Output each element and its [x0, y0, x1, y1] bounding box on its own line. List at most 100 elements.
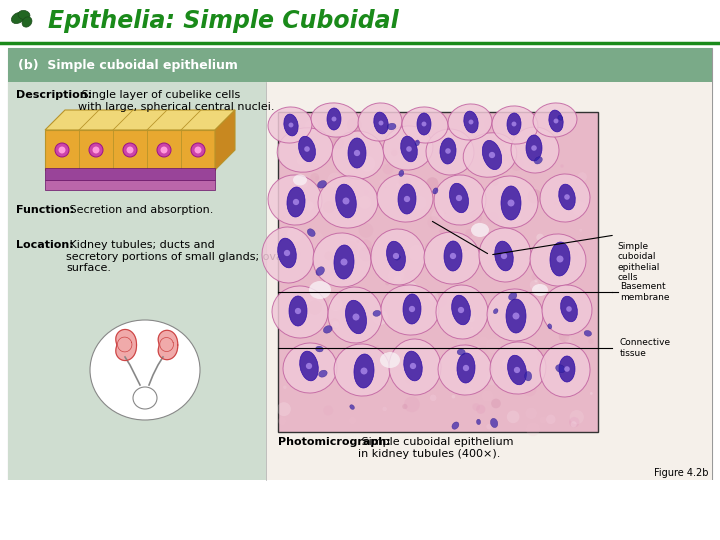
Ellipse shape: [561, 296, 577, 322]
Ellipse shape: [358, 103, 402, 141]
Circle shape: [396, 183, 400, 187]
Circle shape: [415, 177, 420, 182]
Text: Figure 4.2b: Figure 4.2b: [654, 468, 708, 478]
Circle shape: [359, 223, 374, 238]
Ellipse shape: [283, 343, 337, 393]
Ellipse shape: [374, 112, 388, 134]
Circle shape: [379, 179, 384, 184]
Ellipse shape: [373, 310, 381, 316]
Circle shape: [560, 164, 564, 168]
Circle shape: [390, 148, 399, 156]
Ellipse shape: [559, 356, 575, 382]
Circle shape: [510, 126, 521, 136]
Circle shape: [343, 131, 350, 138]
Ellipse shape: [540, 343, 590, 397]
Bar: [0, 480, 720, 540]
Circle shape: [351, 397, 361, 407]
Circle shape: [401, 140, 406, 145]
Ellipse shape: [451, 295, 470, 325]
Circle shape: [393, 253, 399, 259]
Polygon shape: [116, 329, 137, 361]
Ellipse shape: [492, 106, 538, 144]
Circle shape: [505, 343, 510, 348]
Circle shape: [575, 396, 584, 406]
Circle shape: [590, 392, 593, 395]
Circle shape: [450, 253, 456, 259]
Circle shape: [506, 146, 515, 154]
Circle shape: [405, 282, 418, 295]
Ellipse shape: [309, 281, 331, 299]
Circle shape: [328, 297, 343, 311]
Circle shape: [456, 195, 462, 201]
Circle shape: [577, 172, 587, 181]
Ellipse shape: [444, 241, 462, 271]
Circle shape: [306, 363, 312, 369]
Ellipse shape: [402, 107, 448, 143]
Circle shape: [564, 194, 570, 200]
Circle shape: [439, 228, 445, 234]
Ellipse shape: [289, 296, 307, 326]
Polygon shape: [215, 110, 235, 170]
Ellipse shape: [315, 346, 323, 352]
Circle shape: [427, 307, 431, 312]
Circle shape: [491, 399, 501, 408]
Circle shape: [289, 191, 297, 199]
Circle shape: [123, 143, 137, 157]
Ellipse shape: [293, 174, 307, 186]
Circle shape: [426, 177, 438, 190]
Circle shape: [349, 417, 356, 424]
Circle shape: [559, 332, 570, 342]
Circle shape: [304, 146, 310, 152]
Circle shape: [566, 306, 572, 312]
Circle shape: [569, 417, 580, 427]
Circle shape: [486, 338, 500, 353]
Ellipse shape: [550, 242, 570, 276]
Circle shape: [363, 190, 369, 195]
Circle shape: [359, 354, 363, 357]
Ellipse shape: [434, 175, 486, 225]
Ellipse shape: [506, 299, 526, 333]
Ellipse shape: [542, 285, 592, 335]
Circle shape: [387, 242, 400, 254]
Circle shape: [92, 146, 99, 153]
Circle shape: [89, 143, 103, 157]
Circle shape: [365, 135, 374, 143]
Text: Description:: Description:: [16, 90, 92, 100]
Circle shape: [396, 119, 412, 135]
Ellipse shape: [415, 140, 420, 146]
Text: Kidney tubules; ducts and
secretory portions of small glands; ovary
surface.: Kidney tubules; ducts and secretory port…: [66, 240, 294, 273]
Ellipse shape: [433, 188, 438, 194]
Circle shape: [527, 189, 542, 204]
Circle shape: [405, 269, 415, 280]
Ellipse shape: [323, 326, 332, 333]
Text: Secretion and absorption.: Secretion and absorption.: [66, 205, 213, 215]
Circle shape: [469, 345, 483, 360]
Ellipse shape: [381, 285, 439, 335]
Circle shape: [295, 308, 301, 314]
Circle shape: [405, 345, 413, 352]
Circle shape: [467, 357, 472, 362]
Text: Location:: Location:: [16, 240, 73, 250]
Circle shape: [433, 126, 437, 131]
Circle shape: [332, 321, 339, 328]
Circle shape: [354, 184, 359, 189]
Text: Simple cuboidal epithelium
in kidney tubules (400×).: Simple cuboidal epithelium in kidney tub…: [358, 437, 513, 458]
Circle shape: [408, 305, 416, 313]
Circle shape: [572, 251, 578, 256]
Bar: [8, 82, 266, 480]
Circle shape: [289, 123, 294, 127]
Ellipse shape: [319, 370, 327, 377]
Circle shape: [580, 229, 582, 232]
Circle shape: [385, 281, 390, 286]
Circle shape: [307, 264, 318, 275]
Ellipse shape: [471, 223, 489, 237]
Circle shape: [467, 315, 474, 322]
Polygon shape: [158, 330, 178, 360]
Ellipse shape: [383, 126, 433, 170]
Circle shape: [378, 195, 382, 199]
Circle shape: [409, 306, 415, 312]
Ellipse shape: [311, 103, 359, 137]
Circle shape: [463, 365, 469, 371]
Circle shape: [500, 366, 503, 369]
Polygon shape: [45, 130, 215, 170]
